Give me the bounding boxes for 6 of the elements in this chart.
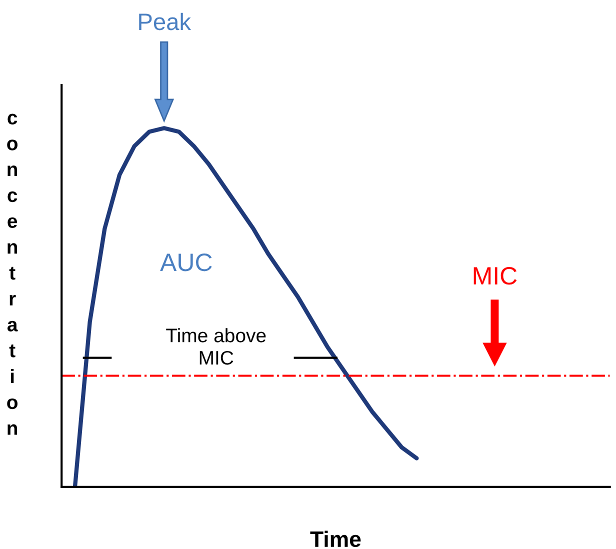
x-axis-title: Time [310,530,361,548]
text: concentration [7,114,18,435]
ref-line-label: MIC [474,266,517,285]
annotation: Time above MIC [166,328,266,365]
annotation: AUC [160,254,212,272]
text: Peak [139,12,192,30]
